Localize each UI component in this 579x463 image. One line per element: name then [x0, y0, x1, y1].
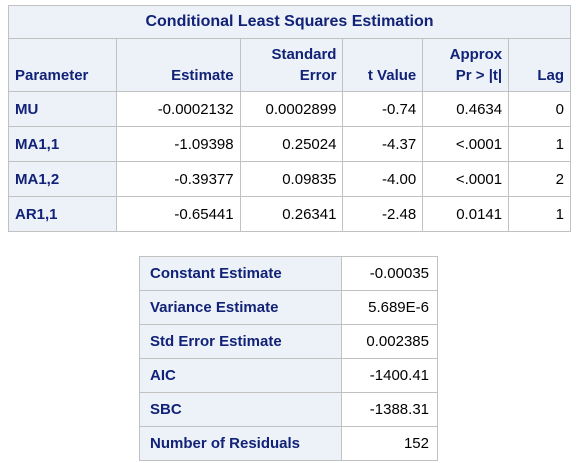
- table-title: Conditional Least Squares Estimation: [8, 5, 571, 39]
- table-row: SBC -1388.31: [138, 392, 438, 427]
- table-title-row: Conditional Least Squares Estimation: [8, 5, 571, 39]
- column-header-standard-error-line1: Standard: [271, 46, 337, 63]
- table-row: MU -0.0002132 0.0002899 -0.74 0.4634 0: [8, 91, 571, 127]
- stat-value: 152: [341, 426, 438, 461]
- column-header-approx-pr: Approx Pr > |t|: [422, 38, 510, 92]
- table-row: Number of Residuals 152: [138, 426, 438, 461]
- cell-estimate: -0.0002132: [115, 91, 241, 127]
- cell-estimate: -0.39377: [115, 161, 241, 197]
- cell-t-value: -2.48: [342, 196, 424, 232]
- cell-t-value: -4.00: [342, 161, 424, 197]
- column-header-standard-error: Standard Error: [239, 38, 344, 92]
- column-header-approx-pr-line2: Pr > |t|: [455, 67, 503, 84]
- column-header-lag: Lag: [508, 38, 571, 92]
- row-parameter: MA1,1: [8, 126, 117, 162]
- table-row: Std Error Estimate 0.002385: [138, 324, 438, 359]
- table-row: Constant Estimate -0.00035: [138, 256, 438, 291]
- cell-estimate: -0.65441: [115, 196, 241, 232]
- cell-estimate: -1.09398: [115, 126, 241, 162]
- column-header-approx-pr-line1: Approx: [449, 46, 503, 63]
- cell-lag: 1: [508, 126, 571, 162]
- stat-value: 5.689E-6: [341, 290, 438, 325]
- stat-value: 0.002385: [341, 324, 438, 359]
- cell-standard-error: 0.0002899: [239, 91, 344, 127]
- cell-lag: 0: [508, 91, 571, 127]
- table-row: AIC -1400.41: [138, 358, 438, 393]
- column-header-t-value: t Value: [342, 38, 424, 92]
- stat-value: -1400.41: [341, 358, 438, 393]
- cell-standard-error: 0.25024: [239, 126, 344, 162]
- stat-label: Number of Residuals: [138, 426, 343, 461]
- cell-lag: 1: [508, 196, 571, 232]
- column-header-parameter: Parameter: [8, 38, 117, 92]
- stat-value: -0.00035: [341, 256, 438, 291]
- column-header-row: Parameter Estimate Standard Error t Value…: [8, 38, 571, 92]
- stat-label: AIC: [138, 358, 343, 393]
- column-header-standard-error-line2: Error: [299, 67, 337, 84]
- summary-statistics-table: Constant Estimate -0.00035 Variance Esti…: [138, 256, 438, 461]
- cell-approx-pr: 0.0141: [422, 196, 510, 232]
- cell-approx-pr: <.0001: [422, 126, 510, 162]
- parameter-estimates-table: Conditional Least Squares Estimation Par…: [8, 5, 571, 232]
- stat-value: -1388.31: [341, 392, 438, 427]
- column-header-estimate: Estimate: [115, 38, 241, 92]
- stat-label: Std Error Estimate: [138, 324, 343, 359]
- cell-standard-error: 0.26341: [239, 196, 344, 232]
- stat-label: Constant Estimate: [138, 256, 343, 291]
- stat-label: SBC: [138, 392, 343, 427]
- row-parameter: MU: [8, 91, 117, 127]
- cell-standard-error: 0.09835: [239, 161, 344, 197]
- table-row: AR1,1 -0.65441 0.26341 -2.48 0.0141 1: [8, 196, 571, 232]
- cell-approx-pr: 0.4634: [422, 91, 510, 127]
- table-row: MA1,2 -0.39377 0.09835 -4.00 <.0001 2: [8, 161, 571, 197]
- row-parameter: AR1,1: [8, 196, 117, 232]
- cell-t-value: -4.37: [342, 126, 424, 162]
- cell-approx-pr: <.0001: [422, 161, 510, 197]
- cell-t-value: -0.74: [342, 91, 424, 127]
- row-parameter: MA1,2: [8, 161, 117, 197]
- stat-label: Variance Estimate: [138, 290, 343, 325]
- table-row: Variance Estimate 5.689E-6: [138, 290, 438, 325]
- cell-lag: 2: [508, 161, 571, 197]
- table-row: MA1,1 -1.09398 0.25024 -4.37 <.0001 1: [8, 126, 571, 162]
